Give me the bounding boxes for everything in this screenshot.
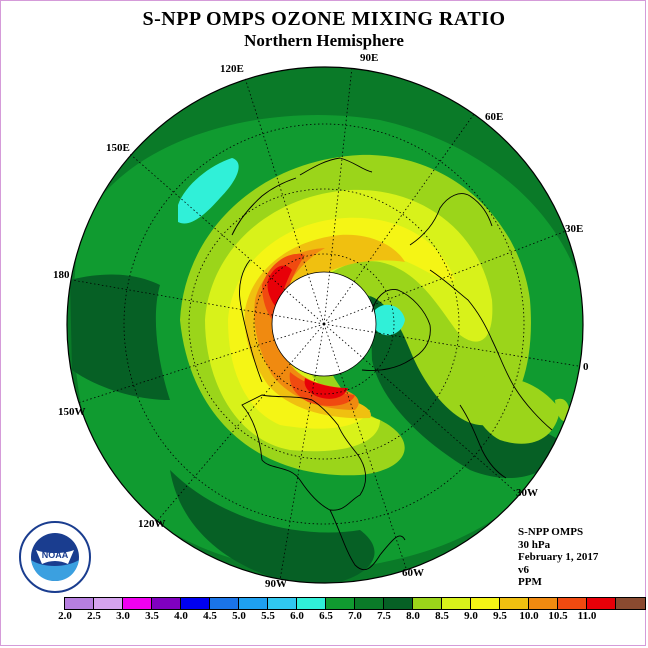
colorbar-swatch — [384, 598, 413, 609]
lon-label-120w: 120W — [138, 518, 166, 530]
colorbar-tick-label: 6.5 — [319, 610, 333, 622]
colorbar-tick-label: 10.0 — [519, 610, 539, 622]
lon-label-30e: 30E — [565, 223, 583, 235]
colorbar-swatch — [558, 598, 587, 609]
lon-label-90e: 90E — [360, 52, 378, 64]
colorbar-swatch — [181, 598, 210, 609]
colorbar-tick-label: 9.5 — [493, 610, 507, 622]
colorbar-tick-label: 7.5 — [377, 610, 391, 622]
colorbar-tick-label: 8.5 — [435, 610, 449, 622]
colorbar-tick-label: 5.5 — [261, 610, 275, 622]
contour-7-5-atlantic — [555, 398, 570, 422]
contour-10-5-west — [267, 265, 292, 310]
colorbar-swatch — [152, 598, 181, 609]
colorbar-tick-label: 10.5 — [548, 610, 568, 622]
colorbar-swatch — [442, 598, 471, 609]
colorbar-tick-label: 5.0 — [232, 610, 246, 622]
colorbar-tick-label: 3.0 — [116, 610, 130, 622]
colorbar-swatch — [355, 598, 384, 609]
colorbar-swatch — [297, 598, 326, 609]
colorbar-swatch — [94, 598, 123, 609]
colorbar-swatch — [326, 598, 355, 609]
colorbar-tick-label: 6.0 — [290, 610, 304, 622]
chart-subtitle: Northern Hemisphere — [244, 31, 404, 50]
colorbar-tick-label: 3.5 — [145, 610, 159, 622]
chart-title: S-NPP OMPS OZONE MIXING RATIO — [142, 8, 506, 30]
colorbar-swatch — [413, 598, 442, 609]
contour-5-5-pacific — [178, 158, 239, 224]
info-date: February 1, 2017 — [518, 551, 599, 563]
lon-label-30w: 30W — [516, 487, 538, 499]
colorbar-swatch — [616, 598, 645, 609]
contour-5-5-pole — [375, 304, 405, 336]
colorbar-tick-label: 8.0 — [406, 610, 420, 622]
colorbar-swatch — [529, 598, 558, 609]
contour-10-5-south — [304, 378, 348, 399]
contour-7-5-east — [469, 376, 560, 444]
colorbar-labels: 2.0 2.5 3.0 3.5 4.0 4.5 5.0 5.5 6.0 6.5 7.0 7.5 8.0 8… — [0, 610, 648, 624]
graticule — [71, 66, 579, 581]
coastlines — [231, 157, 553, 571]
colorbar-swatch — [587, 598, 616, 609]
info-block: S-NPP OMPS 30 hPa February 1, 2017 v6 PP… — [518, 526, 598, 589]
lon-label-0: 0 — [583, 361, 589, 373]
lon-label-60e: 60E — [485, 111, 503, 123]
noaa-logo-text: NOAA — [42, 550, 69, 560]
noaa-logo: NOAA — [19, 521, 91, 593]
colorbar — [64, 597, 646, 610]
colorbar-swatch — [268, 598, 297, 609]
colorbar-swatch — [123, 598, 152, 609]
colorbar-swatch — [500, 598, 529, 609]
colorbar-tick-label: 2.0 — [58, 610, 72, 622]
colorbar-tick-label: 11.0 — [577, 610, 597, 622]
lon-label-60w: 60W — [402, 567, 424, 579]
colorbar-tick-label: 4.0 — [174, 610, 188, 622]
info-units: PPM — [518, 576, 542, 588]
colorbar-swatch — [471, 598, 500, 609]
colorbar-swatch — [65, 598, 94, 609]
lon-label-90w: 90W — [265, 578, 287, 590]
contour-7-0-west — [70, 274, 170, 400]
colorbar-tick-label: 4.5 — [203, 610, 217, 622]
lon-label-150e: 150E — [106, 142, 130, 154]
colorbar-swatch — [210, 598, 239, 609]
colorbar-swatch — [239, 598, 268, 609]
lon-label-120e: 120E — [220, 63, 244, 75]
colorbar-tick-label: 9.0 — [464, 610, 478, 622]
lon-label-150w: 150W — [58, 406, 86, 418]
info-version: v6 — [518, 563, 529, 576]
lon-label-180: 180 — [53, 269, 70, 281]
longitude-labels: 90E 60E 30E 0 30W 60W 90W 120W 150W 180 … — [53, 52, 589, 590]
colorbar-tick-label: 7.0 — [348, 610, 362, 622]
info-level: 30 hPa — [518, 538, 551, 551]
map-boundary — [66, 66, 584, 584]
colorbar-tick-label: 2.5 — [87, 610, 101, 622]
info-instrument: S-NPP OMPS — [518, 526, 584, 538]
contour-7-0-south — [170, 470, 375, 583]
